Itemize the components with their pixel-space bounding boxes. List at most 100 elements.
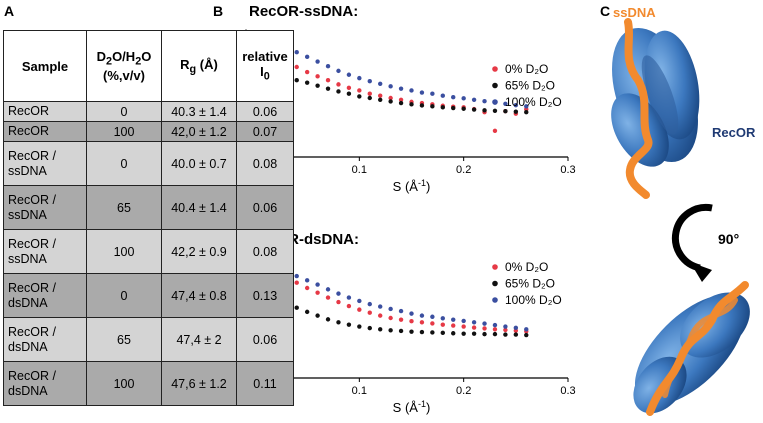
table-row: RecOR / dsDNA 100 47,6 ± 1.2 0.11 (3, 361, 294, 406)
legend-marker (492, 99, 498, 105)
cell-line: RecOR / (8, 280, 56, 295)
data-point (336, 291, 341, 296)
panel-label: B (213, 3, 223, 19)
data-point (315, 313, 320, 318)
table-row: RecOR / dsDNA 65 47,4 ± 2 0.06 (3, 317, 294, 362)
cell-line: dsDNA (8, 383, 48, 398)
data-point (503, 324, 508, 329)
data-point (471, 331, 477, 336)
table-cell: 65 (86, 317, 162, 362)
legend-label: 0% D₂O (505, 62, 548, 76)
table-cell: 42,2 ± 0.9 (161, 229, 237, 274)
text-segment: S (Å (393, 400, 419, 415)
data-point (346, 91, 352, 96)
data-point (409, 329, 414, 334)
data-point (304, 278, 310, 283)
data-point (294, 50, 299, 55)
data-point (294, 78, 299, 83)
table-row: RecOR 100 42,0 ± 1.2 0.07 (3, 121, 294, 142)
legend-label: 100% D₂O (505, 293, 562, 307)
x-axis-label: S (Å-1) (393, 399, 431, 415)
x-tick-label: 0.2 (456, 385, 471, 397)
cell-line: RecOR / (8, 148, 56, 163)
data-point (503, 332, 508, 337)
data-point (471, 97, 477, 103)
x-tick-label: 0.3 (560, 385, 575, 397)
x-tick-label: 0.1 (352, 164, 367, 176)
table-cell: 0.11 (236, 361, 294, 406)
data-point (346, 295, 352, 300)
data-point (492, 331, 498, 337)
molecule-top (611, 18, 700, 199)
text-segment: O (%,v/v) (103, 49, 152, 83)
panel-label: A (4, 3, 14, 19)
data-point (304, 69, 310, 75)
data-point (367, 301, 372, 307)
data-point (461, 318, 466, 324)
data-point (325, 287, 331, 292)
table-cell: 100 (86, 229, 162, 274)
data-point (294, 273, 299, 279)
legend-label: 100% D₂O (505, 95, 562, 109)
data-point (336, 82, 341, 87)
table-cell: 47,4 ± 2 (161, 317, 237, 362)
text-segment: -1 (418, 399, 426, 409)
data-point (524, 327, 529, 332)
data-point (336, 68, 341, 74)
data-point (388, 328, 393, 333)
table-cell: RecOR / dsDNA (3, 361, 87, 406)
panel-label: C (600, 3, 610, 19)
data-point (440, 316, 445, 321)
text-segment: relative I (242, 49, 288, 80)
data-point (419, 329, 425, 335)
data-point (367, 325, 372, 331)
table-cell: 0.07 (236, 121, 294, 142)
text-segment: ) (426, 179, 430, 194)
data-point (315, 282, 320, 287)
data-point (513, 102, 519, 108)
table-cell: RecOR / ssDNA (3, 141, 87, 186)
legend-label: 65% D₂O (505, 277, 555, 291)
data-point (346, 322, 352, 327)
data-point (346, 85, 352, 91)
table-cell: RecOR (3, 121, 87, 142)
data-point (451, 331, 456, 336)
data-point (367, 310, 372, 315)
data-point (315, 59, 320, 64)
data-point (315, 83, 320, 88)
table-cell: 47,6 ± 1.2 (161, 361, 237, 406)
cell-line: dsDNA (8, 295, 48, 310)
data-point (492, 128, 498, 134)
data-point (336, 320, 341, 325)
x-tick-label: 0.2 (456, 164, 471, 176)
data-point (325, 86, 331, 91)
data-point (325, 78, 331, 83)
text-segment: 2 (106, 55, 113, 68)
data-point (513, 109, 519, 114)
data-point (524, 104, 529, 109)
data-point (357, 88, 362, 93)
data-point (430, 330, 435, 335)
protein-label: RecOR (712, 125, 756, 140)
data-point (294, 280, 299, 285)
table-cell: 0 (86, 141, 162, 186)
x-tick-label: 0.3 (560, 164, 575, 176)
data-point (378, 327, 383, 332)
data-point (471, 107, 477, 112)
cell-line: RecOR (8, 124, 49, 138)
dna-label: ssDNA (613, 5, 656, 20)
table-row: RecOR 0 40.3 ± 1.4 0.06 (3, 101, 294, 122)
data-point (367, 78, 372, 84)
data-point (367, 95, 372, 101)
data-point (440, 105, 445, 110)
cell-line: RecOR (8, 104, 49, 118)
table-cell: 65 (86, 185, 162, 230)
data-point (503, 109, 508, 114)
data-point (378, 304, 383, 309)
data-point (492, 322, 498, 328)
data-point (336, 89, 341, 94)
table-cell: RecOR (3, 101, 87, 122)
cell-line: ssDNA (8, 207, 47, 222)
data-point (451, 323, 456, 328)
